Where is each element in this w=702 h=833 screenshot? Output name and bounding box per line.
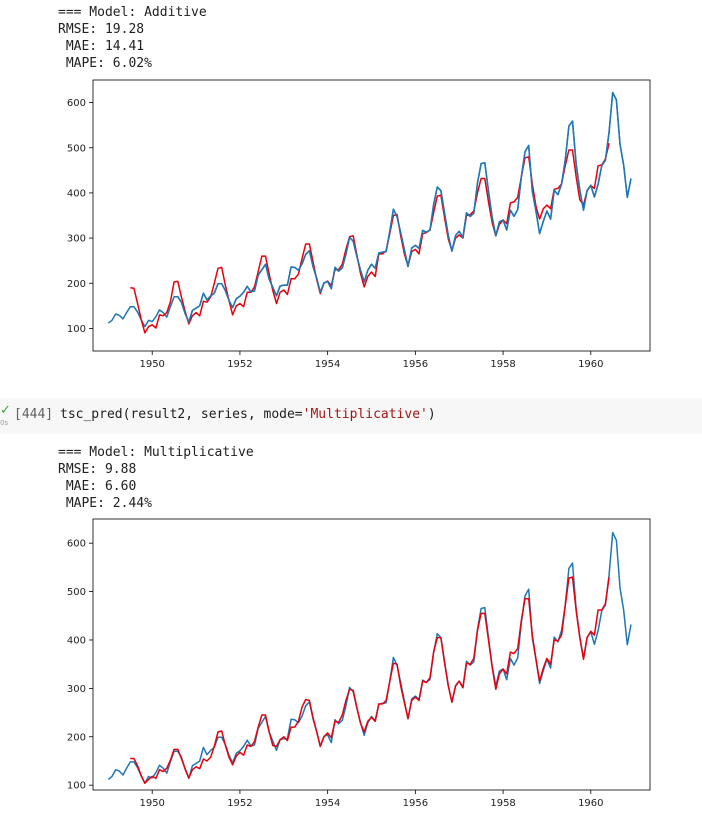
y-tick-label: 300 [67, 684, 86, 695]
multiplicative-forecast-chart: 1950 1952 1954 1956 1958 1960 100 200 300 400 500 6… [67, 518, 651, 809]
code-suffix: ) [427, 407, 436, 422]
y-tick-label: 400 [67, 635, 86, 646]
x-tick-label: 1956 [403, 798, 428, 809]
output-line: MAPE: 2.44% [58, 496, 152, 511]
actual-series-line [174, 91, 632, 323]
output-text-additive: === Model: Additive RMSE: 19.28 MAE: 14.… [58, 4, 207, 72]
output-line: MAE: 6.60 [58, 479, 137, 494]
x-tick-label: 1952 [227, 798, 252, 809]
output-text-multiplicative: === Model: Multiplicative RMSE: 9.88 MAE… [58, 444, 254, 512]
x-tick-label: 1954 [315, 359, 340, 370]
y-tick-label: 600 [67, 98, 86, 109]
code-prefix: tsc_pred(result2, series, mode= [60, 407, 303, 422]
plot-frame [92, 79, 651, 352]
y-tick-label: 200 [67, 279, 86, 290]
output-line: === Model: Multiplicative [58, 445, 254, 460]
y-tick-label: 400 [67, 188, 86, 199]
x-tick-label: 1952 [227, 359, 252, 370]
actual-series-line [107, 531, 632, 784]
x-tick-label: 1950 [139, 798, 164, 809]
y-tick-label: 300 [67, 234, 86, 245]
x-tick-label: 1960 [578, 359, 603, 370]
y-tick-label: 500 [67, 587, 86, 598]
output-line: RMSE: 9.88 [58, 462, 137, 477]
y-tick-label: 500 [67, 143, 86, 154]
y-tick-label: 200 [67, 732, 86, 743]
y-tick-label: 100 [67, 781, 86, 792]
execution-count: [444] [14, 407, 54, 422]
output-line: RMSE: 19.28 [58, 22, 145, 37]
plot-frame [92, 518, 651, 791]
x-tick-label: 1958 [490, 359, 515, 370]
additive-forecast-chart: 1950 1952 1954 1956 1958 1960 100 200 300 400 500 6… [67, 79, 651, 370]
x-tick-label: 1960 [578, 798, 603, 809]
y-tick-label: 600 [67, 539, 86, 550]
code-cell[interactable]: ✓ 0s [444] tsc_pred(result2, series, mod… [0, 398, 702, 434]
code-string: 'Multiplicative' [302, 407, 428, 422]
code-editor[interactable]: tsc_pred(result2, series, mode='Multipli… [60, 407, 436, 422]
execution-time: 0s [0, 419, 9, 427]
output-line: === Model: Additive [58, 5, 207, 20]
cell-status: ✓ 0s [0, 403, 14, 429]
x-tick-label: 1956 [403, 359, 428, 370]
predicted-series-line [130, 143, 610, 334]
actual-series-line [107, 91, 632, 328]
output-line: MAE: 14.41 [58, 39, 145, 54]
x-tick-label: 1950 [139, 359, 164, 370]
x-tick-label: 1954 [315, 798, 340, 809]
predicted-series-line [130, 576, 610, 784]
y-tick-label: 100 [67, 324, 86, 335]
output-line: MAPE: 6.02% [58, 56, 152, 71]
checkmark-icon: ✓ [0, 403, 11, 418]
x-tick-label: 1958 [490, 798, 515, 809]
